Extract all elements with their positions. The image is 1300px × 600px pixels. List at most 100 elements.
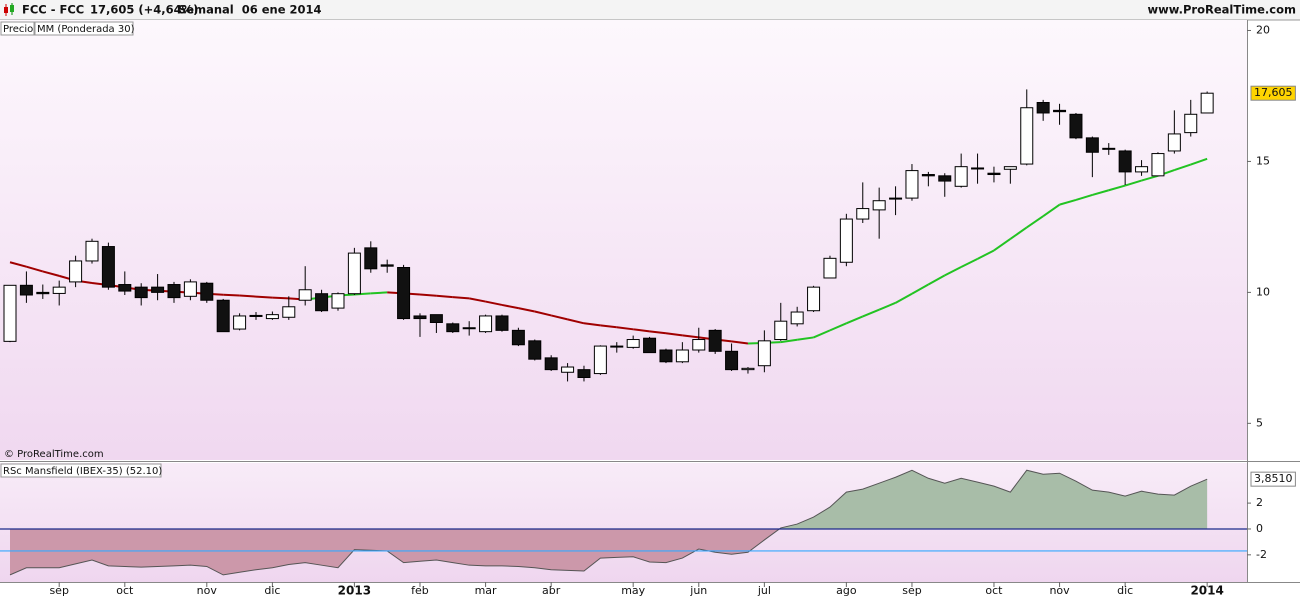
x-tick-label: nov bbox=[197, 584, 218, 597]
y-tick-label: 10 bbox=[1256, 285, 1270, 298]
candle-body bbox=[69, 260, 83, 283]
ma-segment bbox=[633, 328, 650, 333]
ma-segment bbox=[1174, 163, 1192, 172]
ma-segment bbox=[501, 303, 519, 310]
ma-segment bbox=[616, 326, 634, 331]
ma-segment bbox=[780, 338, 798, 344]
ma-segment bbox=[862, 308, 880, 318]
candle-body bbox=[3, 284, 17, 342]
ma-segment bbox=[895, 292, 913, 304]
candle-body bbox=[577, 369, 591, 378]
candle-body bbox=[397, 267, 411, 320]
candle-body bbox=[905, 170, 919, 199]
ma-segment bbox=[600, 324, 617, 329]
ma-segment bbox=[829, 322, 847, 332]
x-tick-label: sep bbox=[902, 584, 921, 597]
ma-segment bbox=[239, 294, 257, 298]
legend-box bbox=[0, 463, 162, 478]
ma-segment bbox=[665, 332, 683, 337]
y-tick-label: 0 bbox=[1256, 522, 1263, 535]
last-value-label: 3,8510 bbox=[1254, 472, 1293, 485]
candle-body bbox=[151, 286, 165, 293]
candle-body bbox=[85, 240, 99, 262]
ma-segment bbox=[1009, 226, 1028, 240]
ma-segment bbox=[682, 334, 699, 339]
candle-body bbox=[200, 282, 214, 301]
candle-body bbox=[298, 289, 312, 301]
candle-body bbox=[544, 357, 558, 371]
candle-body bbox=[872, 200, 886, 211]
candle-body bbox=[282, 306, 296, 318]
candle-body bbox=[36, 291, 50, 295]
ma-segment bbox=[419, 293, 437, 297]
ma-segment bbox=[911, 283, 929, 295]
candle-body bbox=[1069, 113, 1083, 139]
legend-ma: MM (Ponderada 30) bbox=[37, 24, 135, 35]
candle-body bbox=[921, 174, 935, 177]
candle-body bbox=[938, 175, 952, 182]
ma-segment bbox=[797, 336, 814, 341]
ma-segment bbox=[534, 310, 552, 317]
ma-segment bbox=[26, 265, 44, 273]
x-tick-label: dic bbox=[1117, 584, 1133, 597]
ma-segment bbox=[993, 238, 1011, 252]
ma-segment bbox=[649, 330, 667, 335]
candle-body bbox=[1102, 147, 1116, 150]
candle-body bbox=[757, 340, 771, 367]
ma-segment bbox=[354, 292, 371, 296]
x-tick-label: dic bbox=[264, 584, 280, 597]
candle-body bbox=[823, 257, 837, 279]
y-tick-label: -2 bbox=[1256, 548, 1267, 561]
x-tick-label: mar bbox=[475, 584, 497, 597]
candle-body bbox=[413, 315, 427, 320]
candle-body bbox=[839, 218, 853, 263]
price-panel bbox=[0, 20, 1247, 460]
candle-body bbox=[429, 314, 443, 323]
candle-body bbox=[1167, 133, 1181, 152]
candle-body bbox=[495, 315, 509, 331]
candle-body bbox=[479, 315, 493, 333]
x-tick-label: oct bbox=[116, 584, 134, 597]
candle-body bbox=[233, 315, 247, 330]
candle-body bbox=[1003, 166, 1017, 170]
candle-body bbox=[183, 281, 197, 297]
x-tick-label: 2013 bbox=[338, 584, 371, 598]
ma-segment bbox=[977, 249, 995, 260]
period: Semanal 06 ene 2014 bbox=[178, 3, 322, 17]
candle-body bbox=[692, 339, 706, 351]
ma-segment bbox=[1042, 203, 1061, 217]
candle-body bbox=[52, 286, 66, 294]
indicator-plot bbox=[0, 469, 1247, 576]
ma-segment bbox=[878, 301, 896, 311]
candle-body bbox=[1151, 153, 1165, 177]
ma-segment bbox=[1026, 215, 1044, 229]
x-tick-label: feb bbox=[411, 584, 429, 597]
legend-box bbox=[34, 21, 134, 36]
ma-segment bbox=[960, 257, 979, 268]
candle-body bbox=[1085, 137, 1099, 153]
candle-body bbox=[1053, 109, 1067, 113]
candle-body bbox=[331, 293, 345, 309]
y-tick-label: 15 bbox=[1256, 154, 1270, 167]
candle-body bbox=[315, 293, 329, 312]
ma-segment bbox=[1190, 157, 1208, 166]
header-bar bbox=[0, 0, 1300, 20]
candle-body bbox=[659, 349, 673, 363]
candle-body bbox=[511, 329, 525, 346]
indicator-line bbox=[9, 469, 1208, 576]
ma-segment bbox=[223, 293, 240, 297]
candle-body bbox=[1118, 150, 1132, 173]
candle-body bbox=[265, 314, 279, 320]
x-tick-label: jul bbox=[757, 584, 771, 597]
candle-body bbox=[790, 311, 804, 325]
candle-body bbox=[19, 284, 33, 296]
y-tick-label: 5 bbox=[1256, 416, 1263, 429]
area-positive bbox=[779, 470, 1208, 529]
ma-segment bbox=[550, 314, 568, 321]
candle-body bbox=[462, 327, 476, 330]
indicator-name: RSc Mansfield (IBEX-35) (52.10) bbox=[3, 466, 162, 477]
ma-segment bbox=[468, 297, 486, 303]
y-tick-label: 20 bbox=[1256, 23, 1270, 36]
candle-body bbox=[725, 350, 739, 371]
ma-segment bbox=[272, 296, 289, 300]
